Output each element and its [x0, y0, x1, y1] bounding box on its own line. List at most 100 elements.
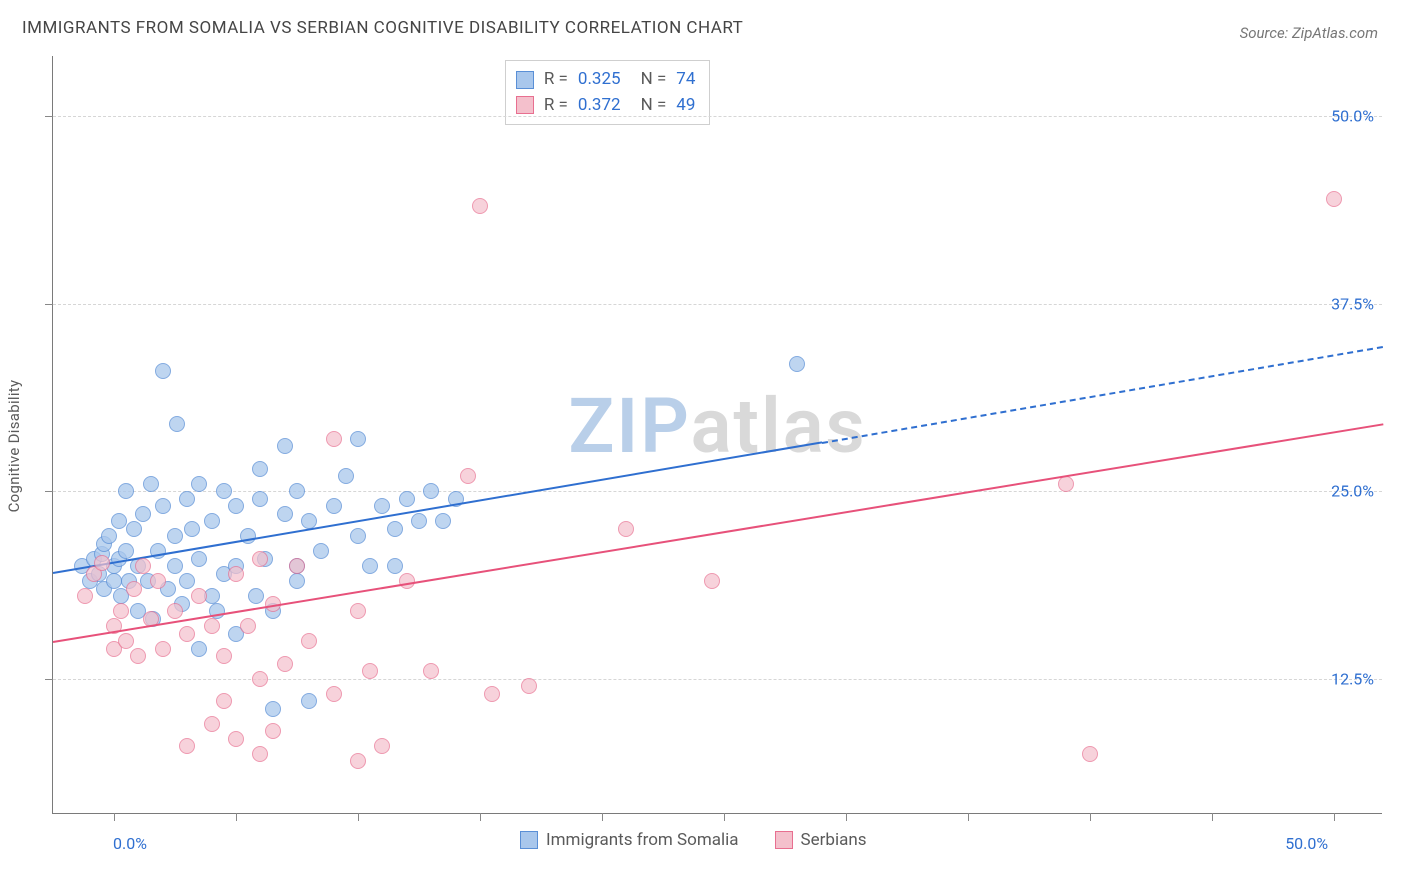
data-point	[204, 513, 220, 529]
data-point	[216, 693, 232, 709]
data-point	[252, 461, 268, 477]
legend-swatch	[775, 831, 793, 849]
data-point	[106, 573, 122, 589]
data-point	[179, 491, 195, 507]
plot-area: ZIPatlas R =0.325N =74R =0.372N =49 12.5…	[52, 56, 1382, 814]
data-point	[228, 731, 244, 747]
x-tick	[602, 813, 603, 821]
data-point	[179, 573, 195, 589]
data-point	[350, 528, 366, 544]
data-point	[411, 513, 427, 529]
stat-r-label: R =	[544, 67, 568, 93]
data-point	[460, 468, 476, 484]
data-point	[240, 618, 256, 634]
trend-line	[822, 346, 1384, 444]
data-point	[135, 506, 151, 522]
data-point	[521, 678, 537, 694]
stat-n-value: 74	[676, 67, 695, 93]
data-point	[143, 476, 159, 492]
stat-r-label: R =	[544, 93, 568, 119]
source-label: Source: ZipAtlas.com	[1240, 24, 1378, 42]
data-point	[1082, 746, 1098, 762]
data-point	[252, 746, 268, 762]
y-tick-label: 50.0%	[1331, 107, 1374, 126]
x-tick-label-min: 0.0%	[113, 834, 147, 853]
x-tick	[968, 813, 969, 821]
data-point	[216, 648, 232, 664]
data-point	[228, 566, 244, 582]
data-point	[362, 558, 378, 574]
data-point	[789, 356, 805, 372]
data-point	[289, 483, 305, 499]
y-tick-label: 25.0%	[1331, 482, 1374, 501]
data-point	[277, 506, 293, 522]
data-point	[113, 603, 129, 619]
data-point	[191, 476, 207, 492]
data-point	[101, 528, 117, 544]
data-point	[252, 671, 268, 687]
data-point	[150, 573, 166, 589]
data-point	[350, 431, 366, 447]
data-point	[155, 498, 171, 514]
stat-n-label: N =	[641, 67, 667, 93]
data-point	[204, 618, 220, 634]
data-point	[191, 641, 207, 657]
data-point	[387, 521, 403, 537]
data-point	[1326, 191, 1342, 207]
legend-swatch	[516, 96, 534, 114]
x-tick	[1334, 813, 1335, 821]
data-point	[252, 491, 268, 507]
legend-series-item: Immigrants from Somalia	[520, 830, 739, 850]
data-point	[387, 558, 403, 574]
data-point	[313, 543, 329, 559]
data-point	[374, 498, 390, 514]
stat-n-value: 49	[676, 93, 695, 119]
x-tick	[1090, 813, 1091, 821]
data-point	[350, 603, 366, 619]
data-point	[472, 198, 488, 214]
data-point	[77, 588, 93, 604]
data-point	[118, 483, 134, 499]
data-point	[191, 588, 207, 604]
data-point	[155, 641, 171, 657]
legend-row: R =0.325N =74	[516, 67, 696, 93]
data-point	[111, 513, 127, 529]
gridline	[53, 116, 1382, 117]
x-tick	[724, 813, 725, 821]
data-point	[277, 438, 293, 454]
data-point	[216, 483, 232, 499]
data-point	[155, 363, 171, 379]
data-point	[204, 716, 220, 732]
data-point	[240, 528, 256, 544]
data-point	[179, 626, 195, 642]
data-point	[228, 498, 244, 514]
data-point	[265, 701, 281, 717]
watermark-zip: ZIP	[568, 381, 690, 471]
data-point	[326, 498, 342, 514]
legend-row: R =0.372N =49	[516, 93, 696, 119]
y-tick	[45, 116, 53, 117]
x-tick-label-max: 50.0%	[1285, 834, 1328, 853]
data-point	[423, 483, 439, 499]
y-axis-title: Cognitive Disability	[5, 380, 23, 513]
x-tick	[358, 813, 359, 821]
legend-series: Immigrants from Somalia Serbians	[520, 830, 867, 850]
data-point	[484, 686, 500, 702]
data-point	[350, 753, 366, 769]
data-point	[374, 738, 390, 754]
x-tick	[846, 813, 847, 821]
chart-container: IMMIGRANTS FROM SOMALIA VS SERBIAN COGNI…	[0, 0, 1406, 892]
data-point	[94, 555, 110, 571]
data-point	[126, 521, 142, 537]
legend-series-label: Immigrants from Somalia	[546, 830, 739, 850]
data-point	[277, 656, 293, 672]
data-point	[167, 528, 183, 544]
legend-series-item: Serbians	[775, 830, 867, 850]
data-point	[362, 663, 378, 679]
data-point	[301, 633, 317, 649]
data-point	[118, 543, 134, 559]
data-point	[618, 521, 634, 537]
legend-swatch	[520, 831, 538, 849]
data-point	[704, 573, 720, 589]
data-point	[289, 558, 305, 574]
